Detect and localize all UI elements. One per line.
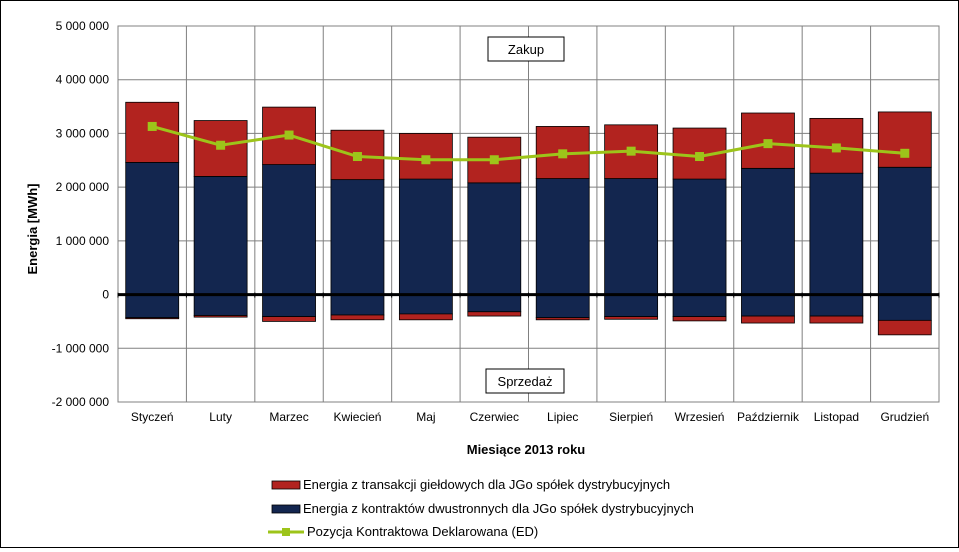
annotation-zakup-label: Zakup bbox=[508, 42, 544, 57]
annotation-sprzedaz-label: Sprzedaż bbox=[498, 374, 553, 389]
bar-exchange-negative bbox=[262, 316, 316, 322]
x-tick-label: Marzec bbox=[269, 410, 308, 424]
x-tick-label: Grudzień bbox=[880, 410, 929, 424]
x-tick-label: Październik bbox=[737, 410, 800, 424]
x-tick-label: Maj bbox=[416, 410, 435, 424]
ed-marker bbox=[626, 146, 636, 156]
ed-marker bbox=[147, 121, 157, 131]
bar-bilateral-positive bbox=[125, 162, 180, 295]
annotation-zakup-box bbox=[487, 36, 565, 62]
bar-bilateral-positive bbox=[330, 179, 385, 295]
bar-exchange-negative bbox=[741, 315, 795, 324]
ed-line bbox=[151, 124, 905, 162]
x-tick-label: Listopad bbox=[814, 410, 859, 424]
y-tick-label: 0 bbox=[102, 288, 109, 302]
legend-marker-ed bbox=[282, 528, 290, 536]
ed-marker bbox=[489, 155, 499, 165]
bar-bilateral-positive bbox=[193, 175, 248, 295]
bar-bilateral-negative bbox=[672, 294, 727, 317]
y-tick-label: 1 000 000 bbox=[56, 234, 110, 248]
bar-exchange-negative bbox=[672, 316, 727, 322]
ed-marker bbox=[284, 130, 294, 140]
ed-marker bbox=[831, 143, 841, 153]
legend-label-ed: Pozycja Kontraktowa Deklarowana (ED) bbox=[307, 524, 538, 539]
bar-exchange-negative bbox=[193, 315, 248, 318]
bar-bilateral-positive bbox=[535, 178, 590, 295]
bar-exchange-negative bbox=[125, 317, 180, 320]
legend-swatch-bilateral bbox=[271, 504, 301, 514]
bar-bilateral-negative bbox=[877, 294, 932, 321]
bar-exchange-negative bbox=[809, 315, 864, 324]
bar-bilateral-positive bbox=[741, 167, 795, 295]
y-tick-label: 3 000 000 bbox=[56, 126, 110, 140]
ed-marker bbox=[695, 152, 705, 162]
bar-bilateral-negative bbox=[741, 294, 795, 317]
bar-exchange-negative bbox=[330, 314, 385, 321]
ed-marker bbox=[216, 140, 226, 150]
y-tick-label: 5 000 000 bbox=[56, 19, 110, 33]
y-tick-label: 2 000 000 bbox=[56, 180, 110, 194]
bar-bilateral-negative bbox=[604, 294, 659, 317]
bar-bilateral-negative bbox=[398, 294, 453, 315]
x-tick-label: Lipiec bbox=[547, 410, 578, 424]
x-tick-label: Styczeń bbox=[131, 410, 174, 424]
annotation-sprzedaz-box bbox=[485, 368, 565, 394]
bar-exchange-negative bbox=[604, 316, 659, 320]
ed-marker bbox=[558, 149, 568, 159]
bar-bilateral-positive bbox=[398, 178, 453, 295]
bar-exchange-negative bbox=[877, 319, 932, 336]
bar-exchange-positive bbox=[877, 111, 932, 168]
bar-exchange-negative bbox=[535, 317, 590, 321]
bar-bilateral-negative bbox=[262, 294, 316, 317]
ed-marker bbox=[763, 139, 773, 149]
ed-marker bbox=[352, 152, 362, 162]
bar-bilateral-positive bbox=[809, 172, 864, 295]
y-axis-title: Energia [MWh] bbox=[25, 184, 40, 275]
bar-exchange-negative bbox=[467, 311, 522, 317]
y-tick-label: 4 000 000 bbox=[56, 73, 110, 87]
bar-bilateral-positive bbox=[467, 182, 522, 295]
bar-bilateral-negative bbox=[535, 294, 590, 319]
legend-label-bilateral: Energia z kontraktów dwustronnych dla JG… bbox=[303, 501, 694, 516]
bar-bilateral-negative bbox=[193, 294, 248, 316]
x-tick-label: Czerwiec bbox=[470, 410, 519, 424]
bar-bilateral-positive bbox=[877, 166, 932, 295]
legend-label-exchange: Energia z transakcji giełdowych dla JGo … bbox=[303, 477, 670, 492]
bar-exchange-negative bbox=[398, 313, 453, 321]
x-tick-label: Wrzesień bbox=[675, 410, 725, 424]
x-tick-label: Sierpień bbox=[609, 410, 653, 424]
bar-bilateral-negative bbox=[330, 294, 385, 316]
y-tick-label: -1 000 000 bbox=[52, 341, 110, 355]
y-tick-label: -2 000 000 bbox=[52, 395, 110, 409]
ed-marker bbox=[421, 155, 431, 165]
bar-bilateral-negative bbox=[125, 294, 180, 319]
x-axis-title: Miesiące 2013 roku bbox=[467, 442, 586, 457]
legend-swatch-exchange bbox=[271, 480, 301, 490]
x-tick-label: Luty bbox=[209, 410, 232, 424]
bar-bilateral-negative bbox=[809, 294, 864, 317]
bar-bilateral-positive bbox=[672, 178, 727, 295]
bar-bilateral-positive bbox=[604, 178, 659, 295]
ed-marker bbox=[900, 148, 910, 158]
bar-bilateral-negative bbox=[467, 294, 522, 313]
legend: Energia z transakcji giełdowych dla JGo … bbox=[268, 477, 694, 539]
x-tick-label: Kwiecień bbox=[333, 410, 381, 424]
bar-bilateral-positive bbox=[262, 164, 316, 295]
